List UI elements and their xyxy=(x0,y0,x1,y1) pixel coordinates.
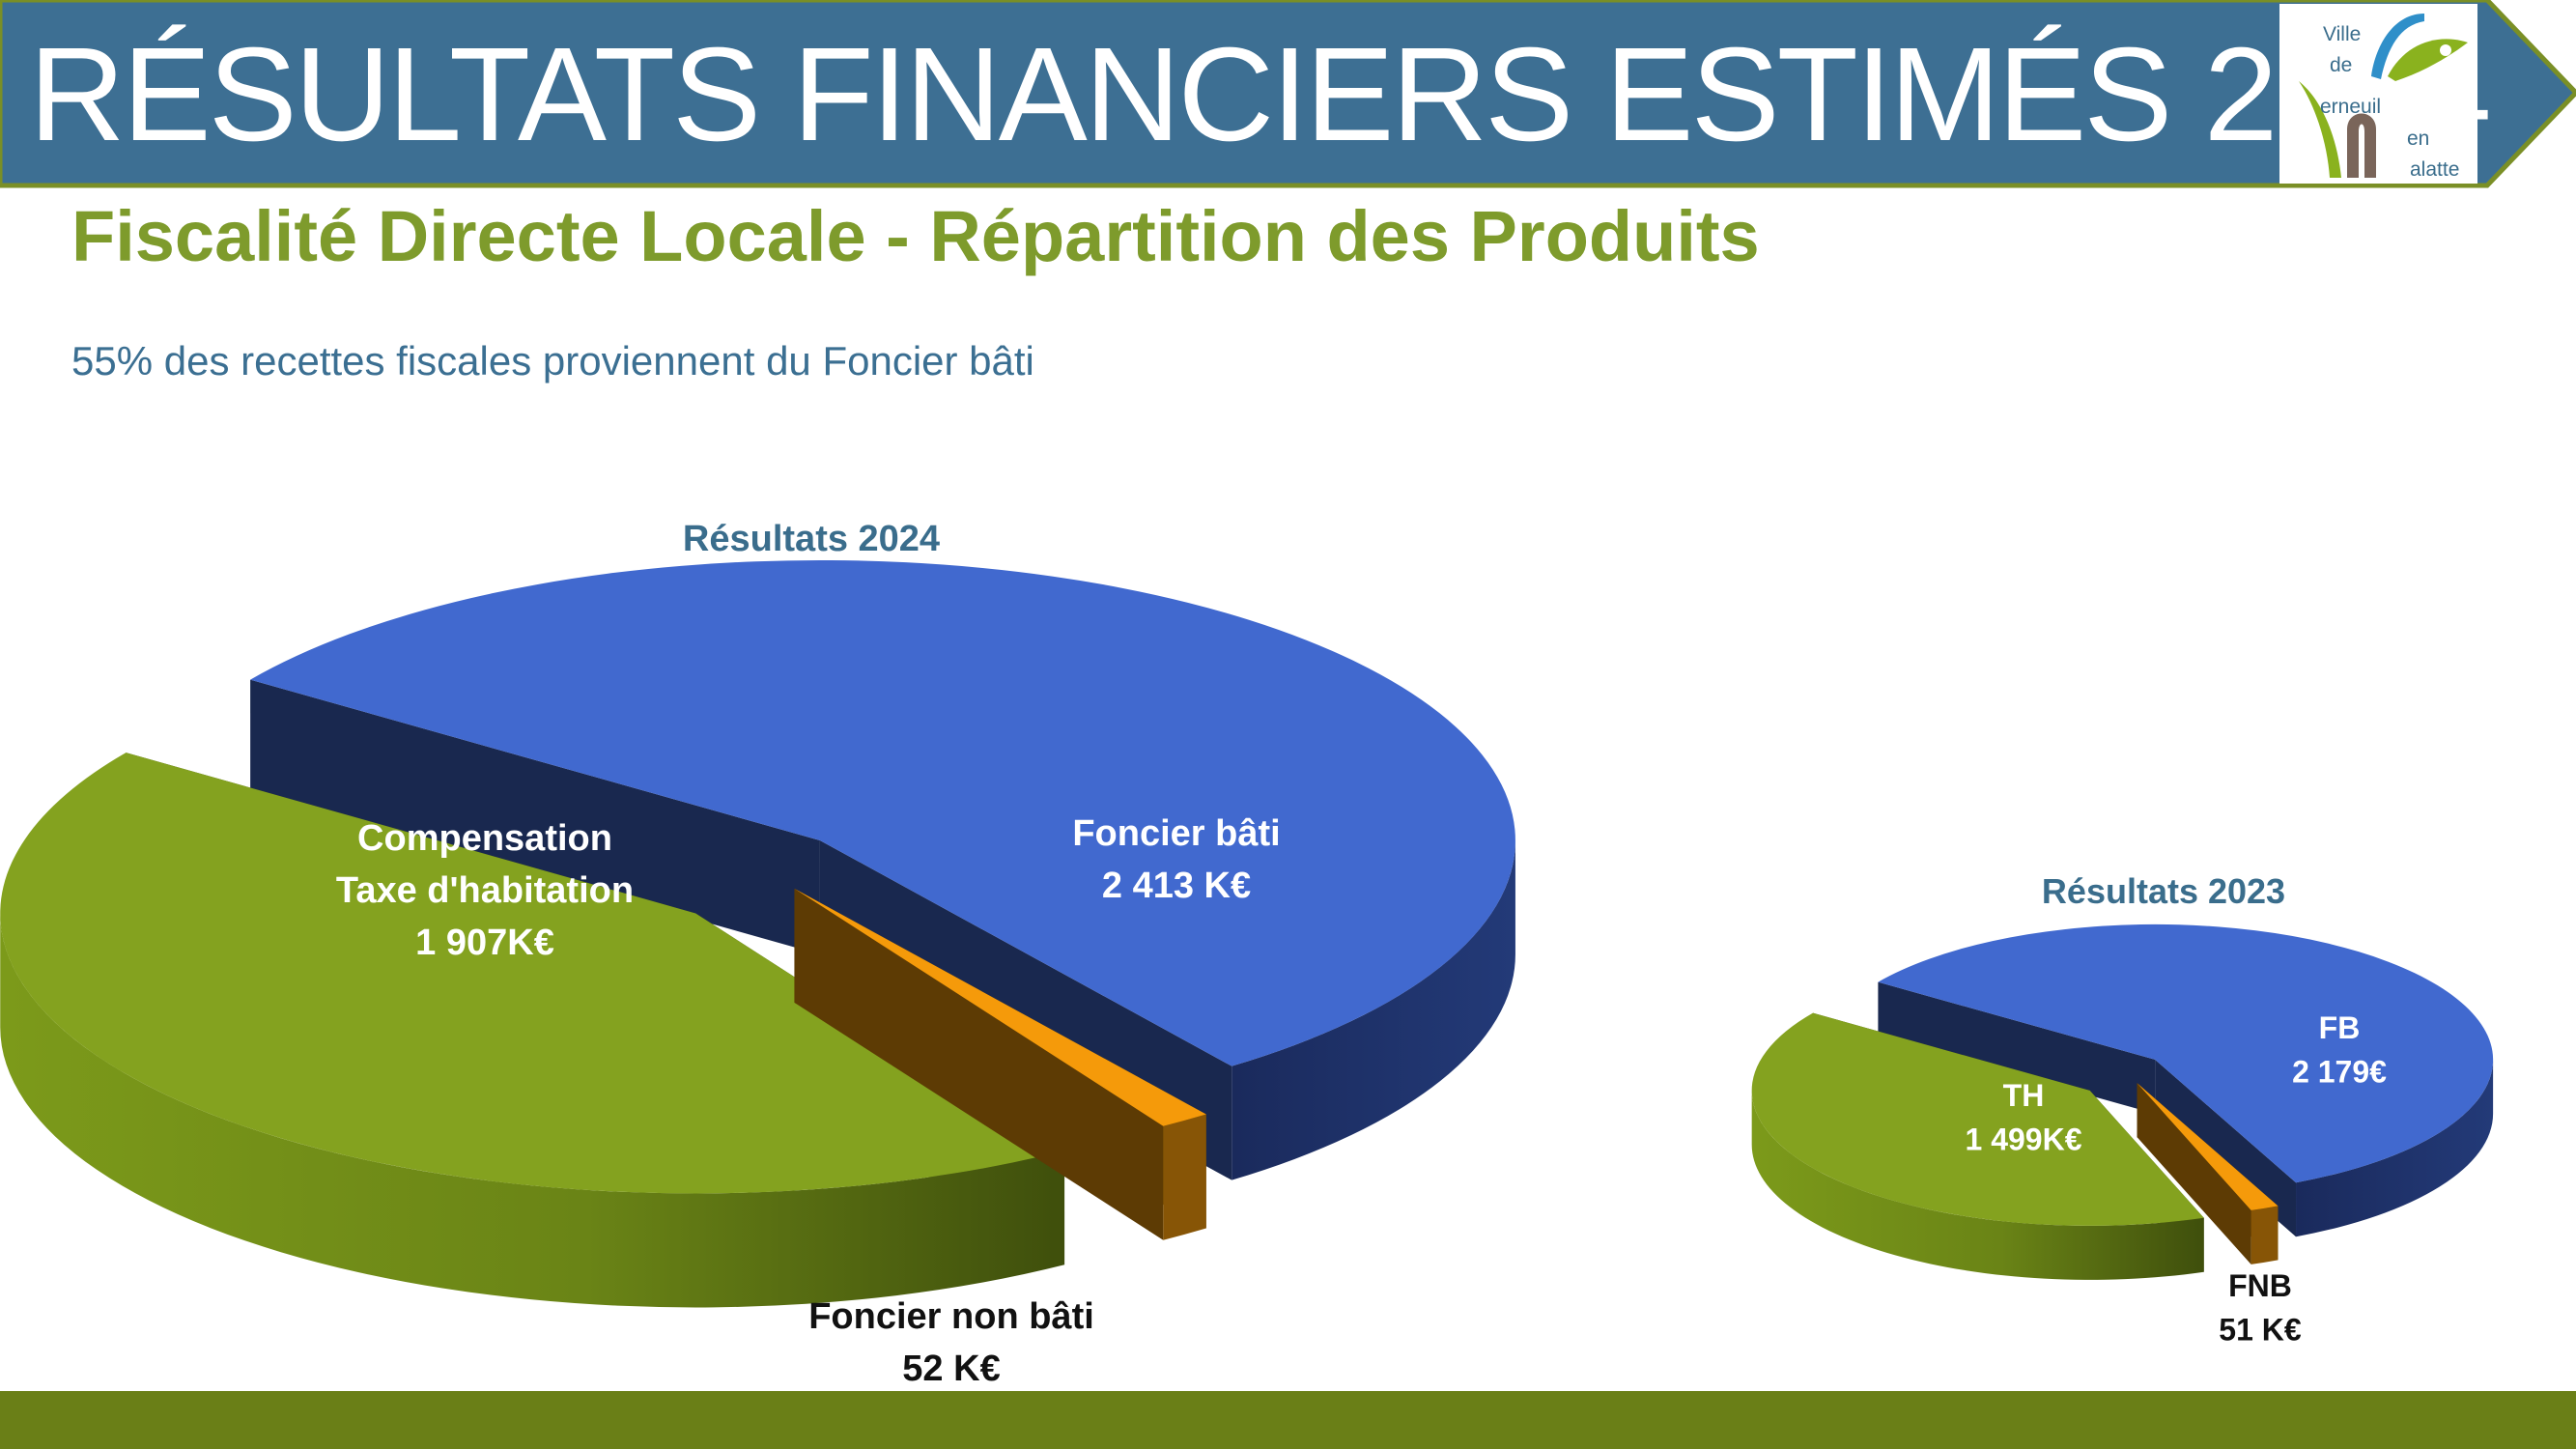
slice-top-fnb xyxy=(2137,1083,2279,1210)
slice-label-foncier-non-bati: Foncier non bâti 52 K€ xyxy=(808,1296,1094,1389)
slice-side-fnb xyxy=(2250,1206,2279,1264)
slice-side-foncier-non-bati xyxy=(1163,1114,1206,1240)
town-logo: Ville de erneuil en alatte xyxy=(2279,4,2477,184)
pie-chart-2023: FB 2 179€ FNB 51 K€ TH 1 499K€ Résultats 2023 xyxy=(1751,871,2494,1347)
slice-foncier-non-bati xyxy=(794,888,1206,1240)
slice-label-line: Foncier non bâti xyxy=(808,1296,1094,1337)
slice-label-line: Taxe d'habitation xyxy=(336,870,634,911)
slice-label-line: 52 K€ xyxy=(902,1349,1000,1389)
logo-text-2: de xyxy=(2330,54,2353,76)
title-banner xyxy=(0,0,2576,188)
pie-charts: Foncier bâti 2 413 K€ Foncier non bâti 52 K… xyxy=(0,519,2494,1389)
slice-th xyxy=(1751,1012,2204,1280)
page-title: RÉSULTATS FINANCIERS ESTIMÉS 2024 xyxy=(29,20,2492,169)
section-subtitle: Fiscalité Directe Locale - Répartition d… xyxy=(71,196,1760,276)
slice-label-line: 1 907K€ xyxy=(415,923,554,963)
slice-label-th: TH 1 499K€ xyxy=(1966,1078,2082,1156)
slice-wall-foncier-bati xyxy=(250,679,820,954)
slice-label-fnb: FNB 51 K€ xyxy=(2219,1268,2302,1347)
logo-leaf-icon xyxy=(2299,14,2468,178)
slice-wall-fnb xyxy=(2137,1083,2251,1264)
logo-text-4: en xyxy=(2407,128,2430,150)
logo-text-5: alatte xyxy=(2410,158,2460,181)
slice-label-line: FB xyxy=(2319,1010,2361,1045)
slice-label-line: 1 499K€ xyxy=(1966,1122,2082,1156)
slice-label-fb: FB 2 179€ xyxy=(2292,1010,2387,1089)
pie-chart-2024: Foncier bâti 2 413 K€ Foncier non bâti 52 K… xyxy=(0,519,1515,1389)
slice-label-line: 2 413 K€ xyxy=(1102,866,1251,906)
slice-side-foncier-bati xyxy=(1231,839,1515,1180)
slice-side-th xyxy=(1751,1090,2204,1280)
chart-title: Résultats 2024 xyxy=(683,519,940,559)
slice-compensation-taxe-d-habitation xyxy=(0,753,1065,1308)
logo-text-1: Ville xyxy=(2323,23,2362,45)
slice-label-foncier-bati: Foncier bâti 2 413 K€ xyxy=(1072,813,1280,906)
slice-top-th xyxy=(1751,1012,2204,1226)
slice-label-line: Compensation xyxy=(357,818,612,859)
slice-label-line: Foncier bâti xyxy=(1072,813,1280,854)
chart-title: Résultats 2023 xyxy=(2042,871,2285,911)
logo-text-3: erneuil xyxy=(2320,96,2382,118)
slice-wall-fb xyxy=(1878,981,2156,1114)
slice-wall-foncier-non-bati xyxy=(794,888,1164,1240)
slice-label-line: 2 179€ xyxy=(2292,1054,2387,1089)
slice-fnb xyxy=(2137,1083,2279,1264)
slice-top-foncier-non-bati xyxy=(794,888,1206,1126)
slice-label-compensation-taxe-d-habitation: Compensation Taxe d'habitation 1 907K€ xyxy=(336,818,634,963)
slice-label-line: TH xyxy=(2003,1078,2045,1113)
slice-label-line: FNB xyxy=(2228,1268,2292,1303)
summary-note: 55% des recettes fiscales proviennent du… xyxy=(71,338,1034,384)
footer-bar xyxy=(0,1391,2576,1449)
slice-top-foncier-bati xyxy=(250,559,1515,1066)
slice-side-fb xyxy=(2296,1059,2494,1237)
slice-top-compensation-taxe-d-habitation xyxy=(0,753,1065,1194)
slice-side-compensation-taxe-d-habitation xyxy=(0,913,1065,1308)
slice-top-fb xyxy=(1878,923,2494,1183)
slice-label-line: 51 K€ xyxy=(2219,1312,2302,1347)
